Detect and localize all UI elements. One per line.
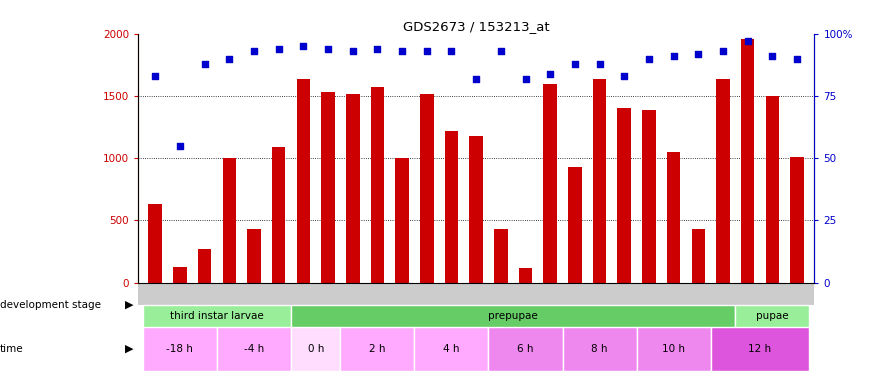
Text: -4 h: -4 h xyxy=(244,344,264,354)
Point xyxy=(296,43,311,49)
Bar xyxy=(340,327,415,371)
Bar xyxy=(149,204,162,283)
Bar xyxy=(198,249,212,283)
Bar xyxy=(415,327,489,371)
Bar xyxy=(735,305,809,327)
Bar xyxy=(143,327,217,371)
Text: 2 h: 2 h xyxy=(369,344,385,354)
Point xyxy=(345,48,360,54)
Point xyxy=(222,56,237,62)
Text: third instar larvae: third instar larvae xyxy=(170,311,263,321)
Bar xyxy=(395,158,409,283)
Bar xyxy=(296,79,310,283)
Text: 4 h: 4 h xyxy=(443,344,460,354)
Bar xyxy=(618,108,631,283)
Point xyxy=(321,46,336,52)
Point xyxy=(148,73,162,79)
Bar xyxy=(271,147,286,283)
Bar xyxy=(562,327,636,371)
Bar xyxy=(217,327,291,371)
Bar xyxy=(790,157,804,283)
Bar xyxy=(544,84,557,283)
Bar xyxy=(291,327,340,371)
Bar xyxy=(445,131,458,283)
Bar xyxy=(138,283,814,305)
Text: 6 h: 6 h xyxy=(517,344,534,354)
Bar xyxy=(247,229,261,283)
Bar xyxy=(711,327,809,371)
Bar xyxy=(174,267,187,283)
Bar xyxy=(643,110,656,283)
Point xyxy=(667,53,681,59)
Point xyxy=(568,61,582,67)
Bar xyxy=(568,167,582,283)
Text: ▶: ▶ xyxy=(125,300,134,310)
Bar xyxy=(489,327,562,371)
Text: -18 h: -18 h xyxy=(166,344,193,354)
Bar xyxy=(765,96,779,283)
Bar xyxy=(667,152,681,283)
Point xyxy=(518,76,532,82)
Bar xyxy=(346,93,360,283)
Point xyxy=(370,46,384,52)
Bar xyxy=(370,87,384,283)
Point xyxy=(740,38,755,44)
Point xyxy=(692,51,706,57)
Bar xyxy=(692,229,705,283)
Point xyxy=(494,48,508,54)
Point xyxy=(617,73,631,79)
Text: 0 h: 0 h xyxy=(308,344,324,354)
Bar xyxy=(716,79,730,283)
Bar xyxy=(222,158,236,283)
Bar xyxy=(519,268,532,283)
Bar xyxy=(291,305,735,327)
Text: 10 h: 10 h xyxy=(662,344,685,354)
Bar xyxy=(740,39,755,283)
Point xyxy=(469,76,483,82)
Point xyxy=(716,48,730,54)
Point xyxy=(271,46,286,52)
Text: ▶: ▶ xyxy=(125,344,134,354)
Point xyxy=(642,56,656,62)
Point xyxy=(247,48,261,54)
Bar xyxy=(143,305,291,327)
Point xyxy=(198,61,212,67)
Point xyxy=(593,61,607,67)
Text: pupae: pupae xyxy=(756,311,789,321)
Text: prepupae: prepupae xyxy=(489,311,538,321)
Bar xyxy=(138,283,814,375)
Bar xyxy=(494,229,507,283)
Bar xyxy=(593,79,606,283)
Bar xyxy=(469,136,483,283)
Point xyxy=(444,48,458,54)
Point xyxy=(765,53,780,59)
Title: GDS2673 / 153213_at: GDS2673 / 153213_at xyxy=(403,20,549,33)
Text: time: time xyxy=(0,344,24,354)
Bar xyxy=(321,92,335,283)
Point xyxy=(790,56,805,62)
Point xyxy=(395,48,409,54)
Point xyxy=(543,70,557,76)
Text: development stage: development stage xyxy=(0,300,101,310)
Text: 12 h: 12 h xyxy=(748,344,772,354)
Bar xyxy=(420,93,433,283)
Text: 8 h: 8 h xyxy=(591,344,608,354)
Bar xyxy=(636,327,711,371)
Point xyxy=(420,48,434,54)
Point xyxy=(173,143,187,149)
